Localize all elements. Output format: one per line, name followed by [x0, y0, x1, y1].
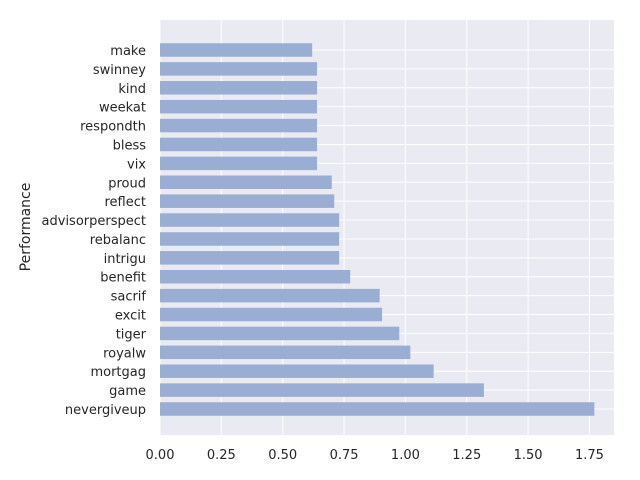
category-label-advisorperspect: advisorperspect [42, 214, 146, 229]
category-label-make: make [110, 44, 146, 59]
bar-vix [160, 156, 318, 171]
bar-proud [160, 175, 332, 190]
x-tick-label: 0.50 [268, 448, 297, 463]
category-label-tiger: tiger [116, 327, 147, 342]
category-label-nevergiveup: nevergiveup [65, 403, 146, 418]
category-label-mortgag: mortgag [90, 365, 146, 380]
bar-mortgag [160, 364, 434, 378]
bar-nevergiveup [160, 402, 595, 416]
category-label-intrigu: intrigu [104, 252, 146, 267]
bar-make [160, 43, 313, 57]
category-label-rebalanc: rebalanc [90, 233, 146, 248]
bar-weekat [160, 99, 318, 114]
x-tick-label: 1.00 [391, 448, 420, 463]
bar-reflect [160, 194, 335, 208]
category-label-respondth: respondth [80, 120, 146, 135]
bar-advisorperspect [160, 213, 340, 227]
category-label-benefit: benefit [100, 271, 146, 286]
bars [160, 43, 595, 416]
bar-tiger [160, 326, 400, 341]
bar-intrigu [160, 251, 340, 265]
x-tick-labels: 0.00 0.25 0.50 0.75 1.00 1.25 1.50 1.75 [146, 448, 604, 463]
x-tick-label: 1.25 [452, 448, 481, 463]
bar-royalw [160, 345, 411, 360]
category-label-bless: bless [113, 138, 147, 153]
bar-respondth [160, 118, 318, 133]
category-label-excit: excit [115, 309, 146, 324]
category-label-weekat: weekat [99, 101, 146, 116]
bar-kind [160, 81, 318, 95]
category-labels: make swinney kind weekat respondth bless vix pr… [42, 44, 147, 418]
x-tick-label: 1.50 [514, 448, 543, 463]
bar-bless [160, 137, 318, 152]
category-label-kind: kind [118, 82, 146, 97]
category-label-game: game [109, 384, 146, 399]
bar-benefit [160, 269, 351, 284]
bar-sacrif [160, 288, 380, 303]
category-label-reflect: reflect [105, 195, 147, 210]
y-axis-label: Performance [18, 183, 34, 272]
x-tick-label: 0.25 [207, 448, 236, 463]
category-label-royalw: royalw [103, 346, 146, 361]
x-tick-label: 0.75 [330, 448, 359, 463]
bar-excit [160, 307, 383, 322]
category-label-sacrif: sacrif [111, 290, 147, 305]
bar-game [160, 383, 484, 397]
x-tick-label: 1.75 [575, 448, 604, 463]
bar-swinney [160, 62, 318, 76]
category-label-proud: proud [108, 176, 146, 191]
x-tick-label: 0.00 [146, 448, 175, 463]
category-label-swinney: swinney [93, 63, 146, 78]
bar-rebalanc [160, 232, 340, 246]
category-label-vix: vix [127, 157, 146, 172]
